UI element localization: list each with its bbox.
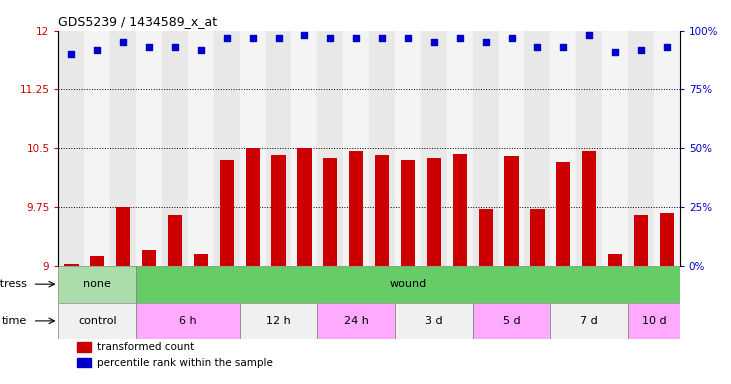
Bar [473,31,499,266]
Bar [369,31,395,266]
Bar [58,31,84,266]
Point [143,44,155,50]
Point [454,35,466,41]
Point [583,32,595,38]
Bar [473,303,550,339]
Bar [317,303,395,339]
Text: percentile rank within the sample: percentile rank within the sample [97,358,273,368]
Bar [550,303,628,339]
Bar [188,31,213,266]
Bar [240,31,265,266]
Bar [479,209,493,266]
Bar [271,154,286,266]
Text: transformed count: transformed count [97,343,194,353]
Point [273,35,284,41]
Point [169,44,181,50]
Bar [602,31,628,266]
Bar [427,158,441,266]
Bar [349,151,363,266]
Point [350,35,362,41]
Text: GDS5239 / 1434589_x_at: GDS5239 / 1434589_x_at [58,15,218,28]
Bar [240,303,317,339]
Point [635,46,647,53]
Bar [530,209,545,266]
Bar [504,156,519,266]
Bar [64,264,78,266]
Text: 6 h: 6 h [179,316,197,326]
Point [118,40,129,46]
Point [221,35,232,41]
Point [376,35,388,41]
Bar [194,254,208,266]
Bar [246,148,260,266]
Text: 12 h: 12 h [266,316,291,326]
Bar [628,303,680,339]
Bar [142,250,156,266]
Point [325,35,336,41]
Text: 7 d: 7 d [580,316,598,326]
Bar [401,160,415,266]
Bar [608,254,622,266]
Text: control: control [78,316,117,326]
Bar [298,148,311,266]
Point [298,32,310,38]
Bar [499,31,525,266]
Point [66,51,77,57]
Bar [292,31,317,266]
Bar [447,31,473,266]
Bar [136,31,162,266]
Bar [576,31,602,266]
Point [558,44,569,50]
Bar [395,303,473,339]
Bar [344,31,369,266]
Bar [136,303,240,339]
Point [402,35,414,41]
Text: stress: stress [0,279,28,289]
Bar [84,31,110,266]
Text: wound: wound [390,279,427,289]
Bar [375,154,389,266]
Point [609,49,621,55]
Point [506,35,518,41]
Text: 3 d: 3 d [425,316,443,326]
Bar [168,215,182,266]
Bar [628,31,654,266]
Bar [219,160,234,266]
Point [247,35,259,41]
Bar [654,31,680,266]
Bar [90,257,105,266]
Bar [77,343,91,352]
Bar [116,207,130,266]
Bar [634,215,648,266]
Bar [323,158,338,266]
Bar [660,212,674,266]
Bar [58,266,136,303]
Bar [395,31,421,266]
Bar [77,358,91,367]
Point [428,40,440,46]
Point [661,44,673,50]
Point [195,46,207,53]
Bar [213,31,240,266]
Text: 10 d: 10 d [642,316,666,326]
Bar [421,31,447,266]
Bar [582,151,596,266]
Bar [525,31,550,266]
Text: 24 h: 24 h [344,316,368,326]
Bar [136,266,680,303]
Text: none: none [83,279,111,289]
Bar [265,31,292,266]
Bar [556,162,570,266]
Point [531,44,543,50]
Bar [550,31,576,266]
Bar [110,31,136,266]
Bar [452,154,467,266]
Bar [317,31,344,266]
Point [480,40,491,46]
Text: 5 d: 5 d [503,316,520,326]
Bar [162,31,188,266]
Bar [58,303,136,339]
Text: time: time [2,316,28,326]
Point [91,46,103,53]
